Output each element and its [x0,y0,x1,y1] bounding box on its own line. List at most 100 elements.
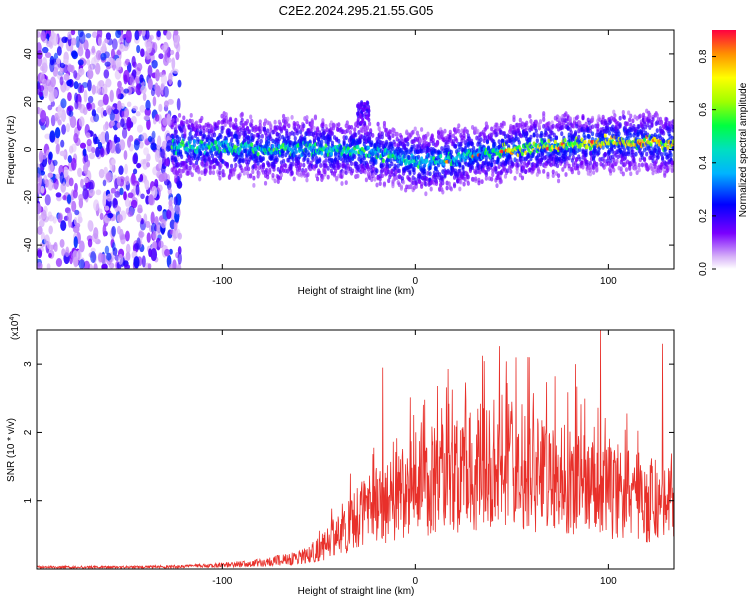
colorbar-tick-label: 0.2 [698,209,709,223]
heatmap-cell [532,132,536,138]
heatmap-cell [133,256,140,269]
heatmap-cell [119,187,124,196]
heatmap-cell [357,130,361,135]
heatmap-cell [666,145,670,150]
heatmap-cell [527,153,531,159]
heatmap-cell [118,165,124,176]
heatmap-cell [242,170,246,176]
heatmap-cell [39,214,44,220]
heatmap-cell [490,132,494,138]
heatmap-cell [258,122,262,128]
heatmap-cell [514,131,518,137]
heatmap-cell [560,131,564,137]
snr-scale-prefix: (x10 [10,320,21,340]
heatmap-cell [590,131,595,137]
heatmap-cell [332,163,337,168]
heatmap-cell [565,160,569,166]
heatmap-cell [551,173,555,179]
heatmap-cell [595,161,599,167]
heatmap-cell [79,31,86,44]
heatmap-cell [60,62,66,69]
heatmap-cell [618,123,622,129]
heatmap-cell [319,163,323,168]
heatmap-cell [305,119,309,125]
heatmap-cell [123,107,130,118]
colorbar-tick-label: 0.0 [698,262,709,276]
heatmap-cell [367,135,372,141]
heatmap-cell [48,252,52,259]
x-tick-label: 100 [600,576,617,587]
heatmap-cell [491,172,495,178]
heatmap-cell [87,79,92,92]
heatmap-cell [37,203,42,215]
heatmap-cell [271,173,275,178]
heatmap-cell [588,167,593,173]
heatmap-cell [106,193,113,202]
heatmap-cell [539,133,544,138]
heatmap-cell [156,224,161,236]
heatmap-cell [251,169,255,175]
snr-line [37,330,674,569]
heatmap-cell [188,131,192,137]
heatmap-cell [650,122,654,127]
heatmap-cell [64,249,70,258]
heatmap-cell [656,154,660,160]
heatmap-cell [603,133,607,138]
heatmap-cell [427,152,431,158]
heatmap-cell [229,163,234,169]
heatmap-cell [406,141,410,147]
heatmap-cell [441,180,445,186]
heatmap-cell [105,172,111,181]
heatmap-cell [266,174,270,180]
heatmap-cell [349,161,354,167]
heatmap-cell [97,36,102,47]
heatmap-cell [147,263,152,269]
heatmap-cell [474,176,478,182]
heatmap-cell [602,158,606,164]
heatmap-cell [633,161,637,167]
heatmap-cell [381,162,385,168]
heatmap-cell [608,158,613,164]
heatmap-cell [332,172,337,178]
heatmap-cell [527,148,531,153]
heatmap-cell [353,127,357,132]
heatmap-cell [375,182,379,188]
heatmap-cell [240,117,244,123]
heatmap-cell [61,124,67,135]
heatmap-cell [98,252,104,263]
heatmap-cell [134,242,140,250]
heatmap-cell [314,155,319,161]
heatmap-cell [85,48,91,59]
heatmap-cell [40,185,45,194]
heatmap-cell [102,124,107,132]
heatmap-cell [670,135,674,141]
heatmap-cell [114,190,121,198]
heatmap-cell [158,53,164,60]
heatmap-cell [544,154,548,160]
heatmap-cell [564,111,568,117]
heatmap-cell [622,147,626,153]
heatmap-cell [621,171,625,177]
heatmap-cell [266,128,270,134]
heatmap-cell [321,123,325,128]
heatmap-cell [535,138,539,144]
heatmap-cell [41,56,48,70]
heatmap-cell [100,147,105,158]
heatmap-cell [608,168,613,174]
heatmap-cell [234,117,238,123]
heatmap-cell [358,138,362,144]
heatmap-cell [152,96,157,107]
heatmap-cell [380,134,384,140]
heatmap-cell [420,156,424,161]
heatmap-cell [645,151,649,157]
heatmap-cell [617,131,621,137]
heatmap-cell [273,178,277,184]
heatmap-cell [613,113,617,119]
heatmap-cell [564,151,568,157]
heatmap-cell [634,165,638,170]
heatmap-cell [499,178,503,184]
heatmap-cell [465,129,469,135]
heatmap-cell [109,140,116,154]
heatmap-cell [154,113,160,122]
heatmap-cell [221,125,225,131]
